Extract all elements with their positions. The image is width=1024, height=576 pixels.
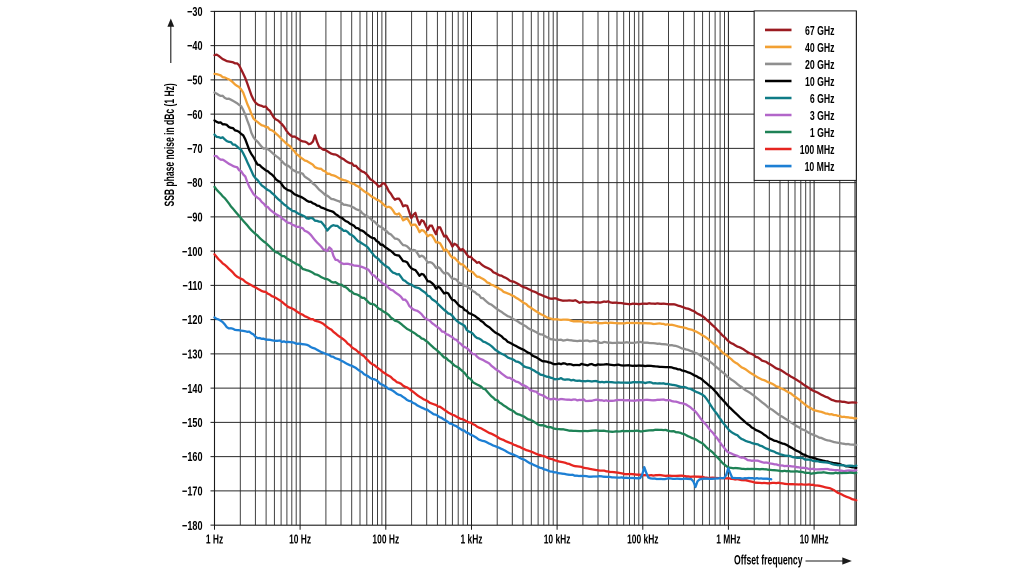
svg-text:6 GHz: 6 GHz	[810, 93, 835, 107]
svg-text:−30: −30	[187, 6, 202, 20]
svg-text:67 GHz: 67 GHz	[805, 24, 835, 38]
svg-text:100 MHz: 100 MHz	[800, 144, 835, 158]
svg-text:−40: −40	[187, 40, 202, 54]
svg-text:100 kHz: 100 kHz	[627, 533, 659, 547]
svg-text:−60: −60	[187, 108, 202, 122]
svg-text:−80: −80	[187, 177, 202, 191]
svg-text:1 GHz: 1 GHz	[810, 127, 835, 141]
svg-text:−180: −180	[182, 519, 202, 533]
svg-text:100 Hz: 100 Hz	[372, 533, 399, 547]
svg-text:−50: −50	[187, 74, 202, 88]
svg-text:−150: −150	[182, 417, 202, 431]
svg-text:−100: −100	[182, 245, 202, 259]
svg-text:20 GHz: 20 GHz	[805, 58, 835, 72]
svg-text:−120: −120	[182, 314, 202, 328]
svg-text:−130: −130	[182, 348, 202, 362]
svg-text:1 kHz: 1 kHz	[460, 533, 482, 547]
svg-text:10 MHz: 10 MHz	[800, 533, 830, 547]
svg-text:3 GHz: 3 GHz	[810, 110, 835, 124]
svg-text:−90: −90	[187, 211, 202, 225]
svg-text:−140: −140	[182, 382, 202, 396]
svg-text:10 MHz: 10 MHz	[805, 161, 835, 175]
svg-text:10 GHz: 10 GHz	[805, 76, 835, 90]
svg-text:1 Hz: 1 Hz	[206, 533, 224, 547]
svg-text:1 MHz: 1 MHz	[716, 533, 741, 547]
svg-text:−160: −160	[182, 451, 202, 465]
svg-text:10 Hz: 10 Hz	[289, 533, 311, 547]
svg-text:10 kHz: 10 kHz	[544, 533, 571, 547]
svg-text:−170: −170	[182, 485, 202, 499]
svg-text:Offset frequency: Offset frequency	[734, 554, 803, 568]
svg-text:−110: −110	[183, 280, 203, 294]
svg-text:−70: −70	[187, 143, 202, 157]
svg-text:SSB phase noise in dBc (1 Hz): SSB phase noise in dBc (1 Hz)	[163, 83, 177, 206]
svg-text:40 GHz: 40 GHz	[805, 41, 835, 55]
